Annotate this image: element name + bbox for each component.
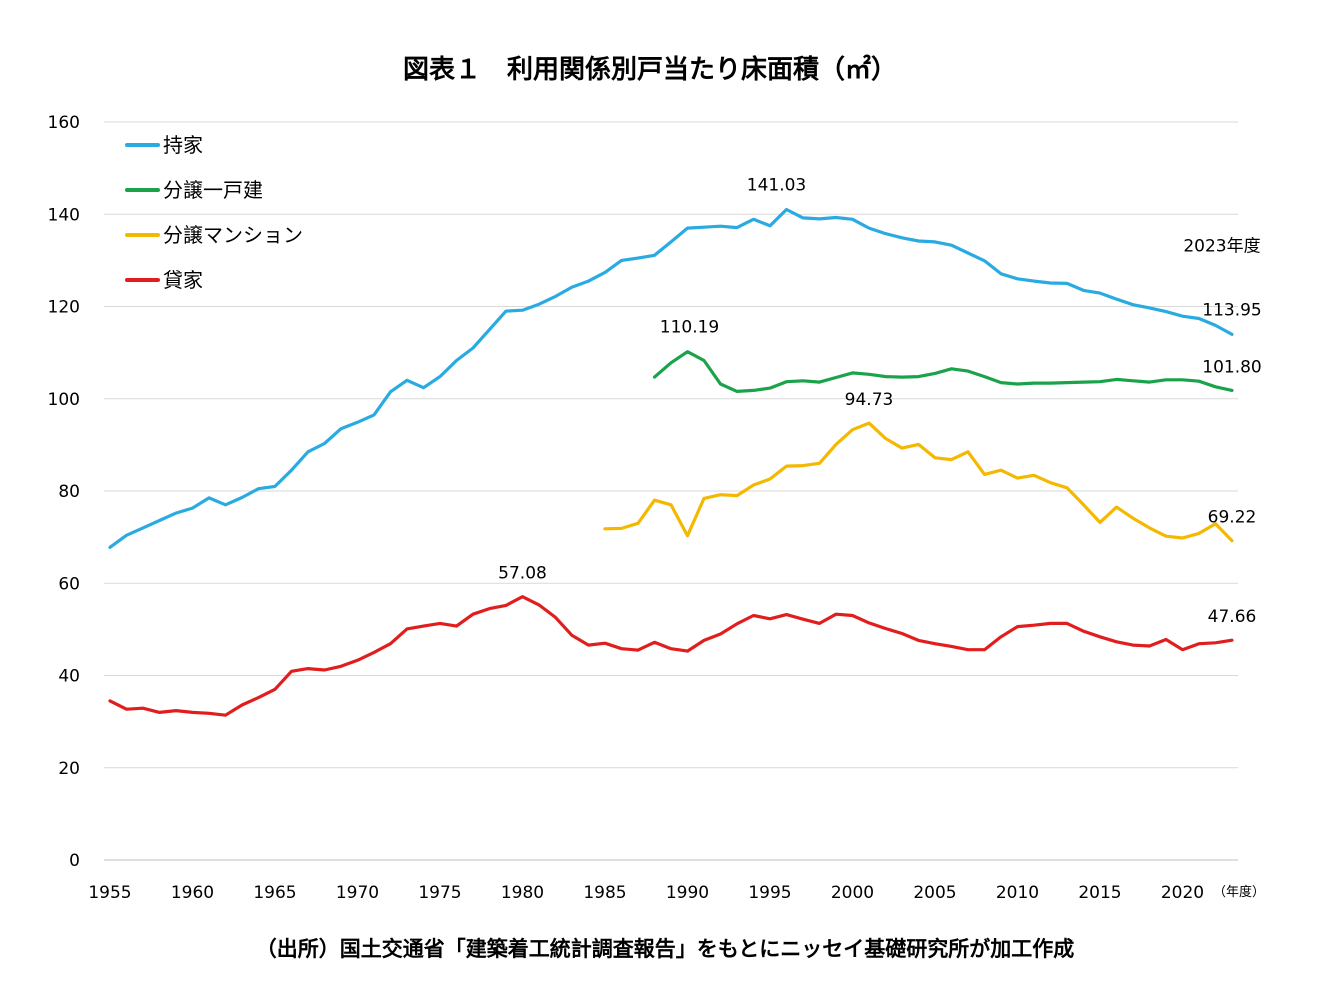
legend-label: 分譲一戸建 (163, 178, 263, 202)
data-label: 57.08 (498, 564, 547, 584)
series-line-2 (603, 421, 1234, 543)
legend-label: 貸家 (163, 268, 203, 292)
x-axis-unit-label: （年度） (1213, 884, 1265, 900)
y-tick-label: 80 (58, 482, 80, 502)
data-label: 2023年度 (1183, 236, 1260, 256)
x-tick-label: 2020 (1161, 883, 1204, 903)
x-tick-label: 2005 (913, 883, 956, 903)
source-note: （出所）国土交通省「建築着工統計調査報告」をもとにニッセイ基礎研究所が加工作成 (256, 937, 1075, 961)
data-label: 94.73 (845, 390, 894, 410)
x-tick-label: 1970 (336, 883, 379, 903)
gridlines (104, 121, 1238, 861)
series-line-0 (108, 207, 1234, 549)
data-label: 47.66 (1208, 607, 1257, 627)
x-tick-label: 1985 (583, 883, 626, 903)
y-tick-label: 160 (48, 113, 80, 133)
data-label: 101.80 (1202, 357, 1261, 377)
x-tick-label: 1965 (253, 883, 296, 903)
x-tick-label: 1955 (88, 883, 131, 903)
y-tick-label: 0 (69, 851, 80, 871)
x-tick-label: 2000 (831, 883, 874, 903)
data-labels: 141.03 2023年度 113.95 110.19 101.80 94.73 69.22… (498, 175, 1262, 627)
x-tick-label: 1960 (171, 883, 214, 903)
x-tick-label: 1980 (501, 883, 544, 903)
y-axis-ticks: 0 20 40 60 80 100 120 140 160 (48, 113, 80, 871)
y-tick-label: 60 (58, 574, 80, 594)
y-tick-label: 100 (48, 390, 80, 410)
series-lines (108, 207, 1234, 717)
series-line-1 (652, 350, 1234, 393)
x-tick-label: 2010 (996, 883, 1039, 903)
y-tick-label: 20 (58, 759, 80, 779)
y-tick-label: 40 (58, 667, 80, 687)
data-label: 141.03 (747, 175, 806, 195)
legend-label: 分譲マンション (163, 223, 303, 247)
x-tick-label: 1975 (418, 883, 461, 903)
data-label: 113.95 (1202, 300, 1261, 320)
y-tick-label: 140 (48, 205, 80, 225)
x-tick-label: 1990 (666, 883, 709, 903)
y-tick-label: 120 (48, 298, 80, 318)
x-tick-label: 2015 (1078, 883, 1121, 903)
x-axis-ticks: 1955 1960 1965 1970 1975 1980 1985 1990 1995 2000… (88, 883, 1204, 903)
data-label: 110.19 (660, 318, 719, 338)
x-tick-label: 1995 (748, 883, 791, 903)
chart-title: 図表１ 利用関係別戸当たり床面積（㎡） (403, 54, 897, 85)
series-line-3 (108, 595, 1234, 717)
legend-label: 持家 (163, 133, 203, 157)
data-label: 69.22 (1208, 508, 1257, 528)
